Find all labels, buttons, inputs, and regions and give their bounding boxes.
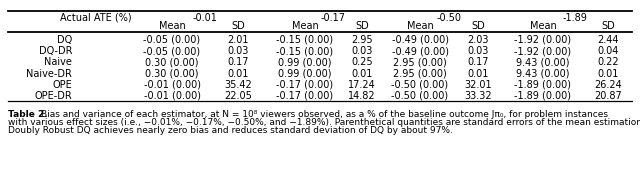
Text: 2.03: 2.03 [467,35,489,45]
Text: Naive: Naive [44,57,72,67]
Text: 0.99 (0.00): 0.99 (0.00) [278,57,332,67]
Text: 0.03: 0.03 [467,46,489,56]
Text: -0.05 (0.00): -0.05 (0.00) [143,46,200,56]
Text: -0.15 (0.00): -0.15 (0.00) [276,35,333,45]
Text: 20.87: 20.87 [594,91,622,101]
Text: 17.24: 17.24 [348,80,376,90]
Text: 0.01: 0.01 [597,69,619,79]
Text: -0.50: -0.50 [436,13,461,23]
Text: -0.01: -0.01 [193,13,218,23]
Text: SD: SD [601,21,615,31]
Text: SD: SD [231,21,245,31]
Text: -0.17 (0.00): -0.17 (0.00) [276,80,333,90]
Text: 0.01: 0.01 [351,69,372,79]
Text: 0.30 (0.00): 0.30 (0.00) [145,57,199,67]
Text: OPE-DR: OPE-DR [35,91,72,101]
Text: Mean: Mean [530,21,556,31]
Text: SD: SD [471,21,485,31]
Text: Bias and variance of each estimator, at N = 10⁸ viewers observed, as a % of the : Bias and variance of each estimator, at … [41,110,608,119]
Text: -1.89 (0.00): -1.89 (0.00) [515,80,572,90]
Text: 2.01: 2.01 [227,35,249,45]
Text: Mean: Mean [292,21,318,31]
Text: -0.15 (0.00): -0.15 (0.00) [276,46,333,56]
Text: 0.04: 0.04 [597,46,619,56]
Text: 0.25: 0.25 [351,57,373,67]
Text: -0.05 (0.00): -0.05 (0.00) [143,35,200,45]
Text: 32.01: 32.01 [464,80,492,90]
Text: -0.49 (0.00): -0.49 (0.00) [392,35,449,45]
Text: 26.24: 26.24 [594,80,622,90]
Text: 35.42: 35.42 [224,80,252,90]
Text: 9.43 (0.00): 9.43 (0.00) [516,57,570,67]
Text: -1.92 (0.00): -1.92 (0.00) [515,35,572,45]
Text: Mean: Mean [406,21,433,31]
Text: 0.01: 0.01 [467,69,489,79]
Text: 0.17: 0.17 [227,57,249,67]
Text: 0.99 (0.00): 0.99 (0.00) [278,69,332,79]
Text: SD: SD [355,21,369,31]
Text: -1.89 (0.00): -1.89 (0.00) [515,91,572,101]
Text: 2.95 (0.00): 2.95 (0.00) [393,57,447,67]
Text: -0.01 (0.00): -0.01 (0.00) [143,91,200,101]
Text: 22.05: 22.05 [224,91,252,101]
Text: -0.01 (0.00): -0.01 (0.00) [143,80,200,90]
Text: 0.17: 0.17 [467,57,489,67]
Text: -0.50 (0.00): -0.50 (0.00) [392,91,449,101]
Text: OPE: OPE [52,80,72,90]
Text: 0.30 (0.00): 0.30 (0.00) [145,69,199,79]
Text: Actual ATE (%): Actual ATE (%) [60,13,132,23]
Text: 2.44: 2.44 [597,35,619,45]
Text: -0.50 (0.00): -0.50 (0.00) [392,80,449,90]
Text: -0.17 (0.00): -0.17 (0.00) [276,91,333,101]
Text: with various effect sizes (i.e., −0.01%, −0.17%, −0.50%, and −1.89%). Parentheti: with various effect sizes (i.e., −0.01%,… [8,118,640,127]
Text: 14.82: 14.82 [348,91,376,101]
Text: 0.03: 0.03 [351,46,372,56]
Text: -0.49 (0.00): -0.49 (0.00) [392,46,449,56]
Text: 9.43 (0.00): 9.43 (0.00) [516,69,570,79]
Text: Mean: Mean [159,21,186,31]
Text: 33.32: 33.32 [464,91,492,101]
Text: DQ-DR: DQ-DR [38,46,72,56]
Text: 2.95: 2.95 [351,35,373,45]
Text: 2.95 (0.00): 2.95 (0.00) [393,69,447,79]
Text: 0.03: 0.03 [227,46,249,56]
Text: Table 2.: Table 2. [8,110,47,119]
Text: 0.01: 0.01 [227,69,249,79]
Text: Naive-DR: Naive-DR [26,69,72,79]
Text: -1.89: -1.89 [563,13,588,23]
Text: -0.17: -0.17 [321,13,346,23]
Text: 0.22: 0.22 [597,57,619,67]
Text: DQ: DQ [57,35,72,45]
Text: -1.92 (0.00): -1.92 (0.00) [515,46,572,56]
Text: Doubly Robust DQ achieves nearly zero bias and reduces standard deviation of DQ : Doubly Robust DQ achieves nearly zero bi… [8,126,453,135]
